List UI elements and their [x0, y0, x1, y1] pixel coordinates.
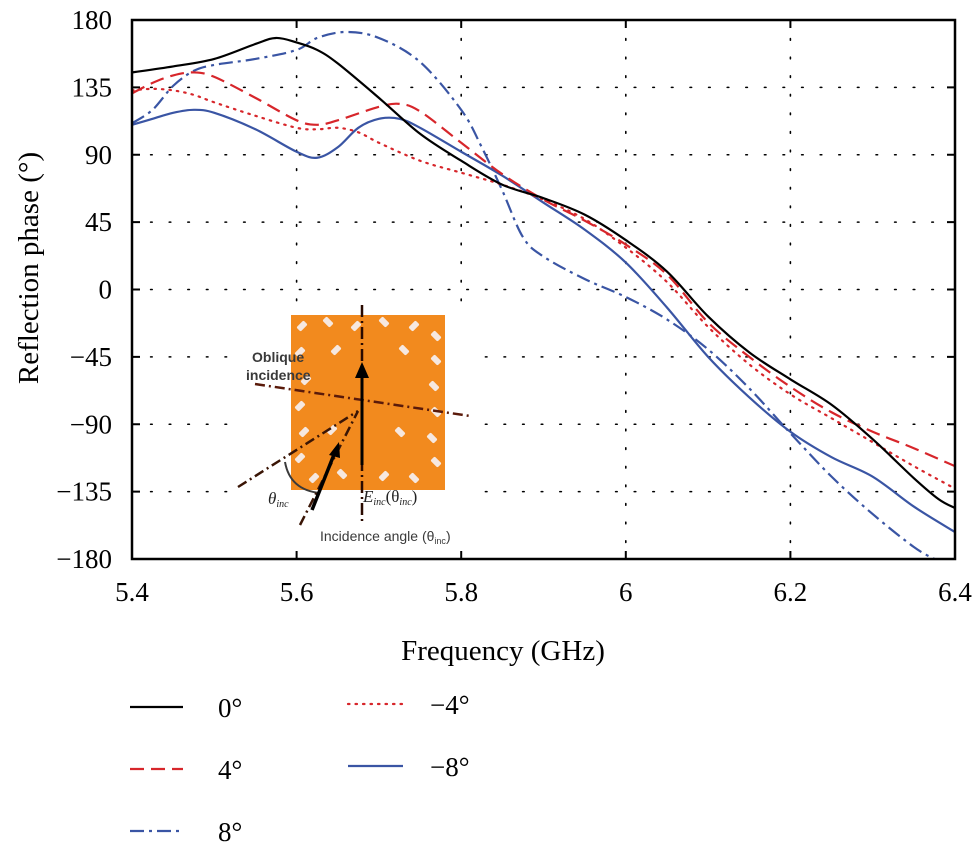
y-tick-label: 180: [72, 5, 113, 35]
grid-lines: [131, 19, 956, 560]
unit-cell-slot: [378, 470, 390, 482]
inset-theta-label: θinc: [268, 489, 289, 510]
inset-label-incidence: incidence: [246, 367, 311, 383]
unit-cell-slot: [430, 330, 442, 342]
incidence-arrow: [310, 451, 337, 511]
incidence-line-left: [237, 409, 359, 489]
x-tick-label: 6: [619, 577, 633, 607]
unit-cell-slot: [428, 380, 440, 392]
unit-cell-slot: [298, 426, 310, 438]
y-tick-labels: 180 135 90 45 0 −45 −90 −135 −180: [56, 5, 112, 574]
x-tick-label: 5.4: [115, 577, 149, 607]
unit-cell-slot: [430, 456, 442, 468]
unit-cell-slot: [322, 316, 334, 328]
y-tick-label: 135: [72, 72, 113, 102]
legend-label: 0°: [218, 693, 242, 723]
legend-label: −4°: [430, 690, 470, 720]
unit-cell-slots: [294, 316, 442, 484]
x-tick-labels: 5.4 5.6 5.8 6 6.2 6.4: [115, 577, 972, 607]
unit-cell-slot: [336, 468, 348, 480]
x-tick-label: 6.4: [938, 577, 972, 607]
unit-cell-slot: [426, 432, 438, 444]
y-tick-label: 45: [85, 207, 112, 237]
unit-cell-slot: [430, 354, 442, 366]
incidence-arrowhead: [329, 442, 340, 458]
inset-unit-cell-diagram: Oblique incidence θinc Einc(θinc) Incide…: [235, 305, 475, 550]
unit-cell-slot: [308, 472, 320, 484]
x-tick-label: 6.2: [774, 577, 808, 607]
unit-cell-slot: [408, 320, 420, 332]
series-line-neg4deg: [132, 87, 955, 490]
series-line-0deg: [132, 36, 955, 510]
y-tick-label: −45: [70, 342, 112, 372]
y-tick-label: −90: [70, 409, 112, 439]
series-line-4deg: [132, 71, 955, 468]
unit-cell-slot: [330, 344, 342, 356]
unit-cell-slot: [326, 424, 338, 436]
y-axis-title: Reflection phase (°): [13, 152, 45, 384]
unit-cell-slot: [378, 316, 390, 328]
series-line-neg8deg: [132, 108, 955, 533]
x-tick-label: 5.6: [280, 577, 314, 607]
unit-cell-slot: [300, 374, 312, 386]
y-tick-label: −135: [56, 477, 112, 507]
e-field-arrowhead: [355, 362, 369, 378]
y-tick-label: −180: [56, 544, 112, 574]
x-axis-title: Frequency (GHz): [401, 635, 605, 667]
unit-cell-slot: [398, 344, 410, 356]
inset-caption: Incidence angle (θinc): [320, 528, 451, 546]
unit-cell-slot: [350, 320, 362, 332]
y-tick-label: 0: [99, 275, 113, 305]
axis-ticks: [131, 19, 956, 560]
inset-e-field-label: Einc(θinc): [362, 487, 417, 508]
x-tick-label: 5.8: [444, 577, 478, 607]
unit-cell-slot: [296, 320, 308, 332]
unit-cell-slot: [294, 400, 306, 412]
unit-cell-slot: [294, 452, 306, 464]
inset-label-oblique: Oblique: [252, 349, 304, 365]
unit-cell-slot: [294, 346, 306, 358]
legend-label: 4°: [218, 755, 242, 785]
legend-label: −8°: [430, 752, 470, 782]
unit-cell-slot: [394, 426, 406, 438]
series-lines: [132, 30, 955, 559]
legend: 0° 4° 8° −4° −8°: [130, 690, 470, 847]
unit-cell-slot: [408, 472, 420, 484]
theta-arc: [284, 461, 321, 494]
y-tick-label: 90: [85, 140, 112, 170]
unit-cell-square: [291, 315, 445, 490]
legend-label: 8°: [218, 817, 242, 847]
